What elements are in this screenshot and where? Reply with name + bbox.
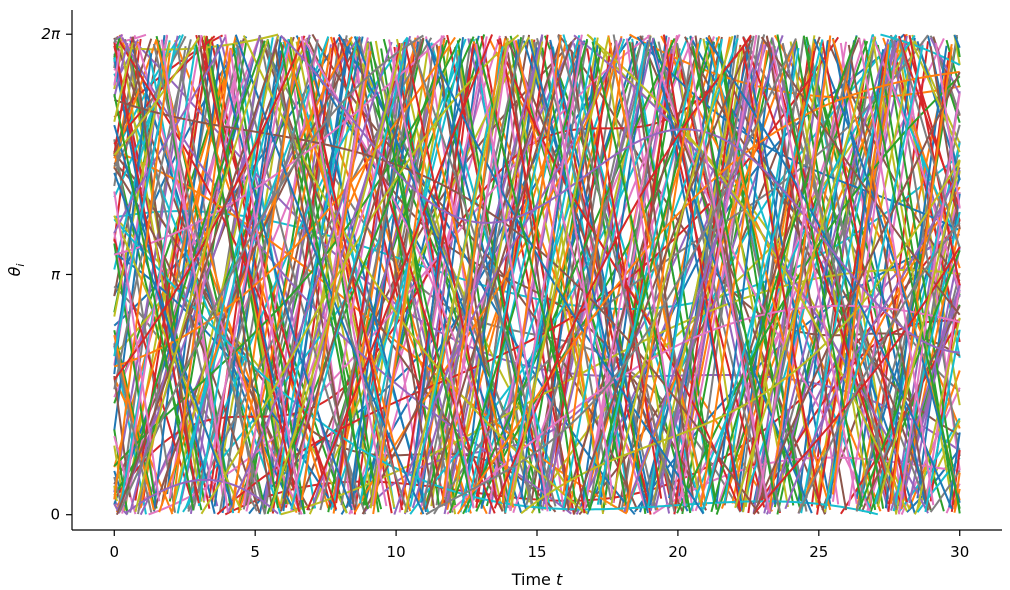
series-line-91 <box>113 34 961 515</box>
x-tick-label-20: 20 <box>668 543 687 561</box>
x-tick-label-10: 10 <box>387 543 406 561</box>
x-axis-title-var: t <box>556 570 563 589</box>
x-tick-label-0: 0 <box>109 543 119 561</box>
y-axis-ticks: 0 π 2π <box>41 25 72 524</box>
x-tick-label-30: 30 <box>950 543 969 561</box>
series-line-97 <box>113 35 961 513</box>
x-axis-title-text: Time <box>511 570 551 589</box>
x-tick-label-25: 25 <box>809 543 828 561</box>
series-line-85 <box>113 35 961 515</box>
y-tick-label-3: 2π <box>41 25 61 43</box>
series-line-86 <box>113 36 961 515</box>
y-axis-title: θi <box>5 264 27 277</box>
x-tick-label-15: 15 <box>527 543 546 561</box>
series-line-68 <box>113 34 961 515</box>
y-tick-label-2: π <box>51 265 61 283</box>
y-axis-title-symbol: θ <box>5 266 24 276</box>
series-line-88 <box>113 35 961 515</box>
y-axis-title-subscript: i <box>14 264 27 267</box>
series-layer <box>114 34 959 514</box>
series-line-93 <box>113 34 961 514</box>
x-tick-label-5: 5 <box>250 543 260 561</box>
series-line-65 <box>113 34 961 515</box>
x-axis-title: Time t <box>511 570 563 589</box>
series-line-99 <box>113 35 961 514</box>
x-axis-ticks: 0 5 10 15 20 25 30 <box>109 530 969 561</box>
series-line-98 <box>113 34 961 516</box>
y-tick-label-1: 0 <box>50 506 60 524</box>
